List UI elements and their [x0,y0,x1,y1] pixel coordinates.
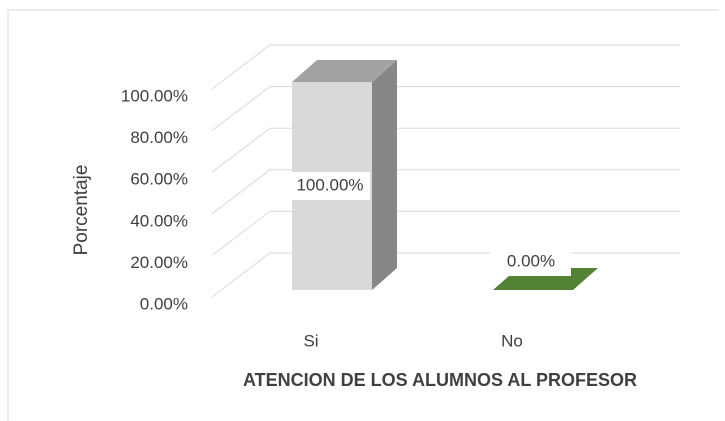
y-tick-label: 60.00% [130,170,188,189]
y-tick-label: 40.00% [130,211,188,230]
x-tick-label: No [501,331,523,350]
y-tick-label: 100.00% [121,86,188,105]
grid-line [211,44,680,90]
chart-border [7,9,718,421]
data-label: 100.00% [296,175,363,194]
data-label: 0.00% [507,251,555,270]
grid-line [211,210,680,256]
grid-line [211,86,680,131]
grid-line [211,252,680,298]
bar-side [372,60,397,290]
grid-line [211,127,680,173]
y-tick-label: 0.00% [140,294,188,313]
y-tick-label: 20.00% [130,253,188,272]
bar-top [292,60,397,82]
data-label-box [491,248,571,276]
data-label-box [290,172,370,200]
x-tick-label: Si [303,331,318,350]
y-tick-label: 80.00% [130,128,188,147]
x-axis-title: ATENCION DE LOS ALUMNOS AL PROFESOR [243,370,637,390]
y-axis-title: Porcentaje [71,165,92,256]
grid-line [211,169,680,215]
